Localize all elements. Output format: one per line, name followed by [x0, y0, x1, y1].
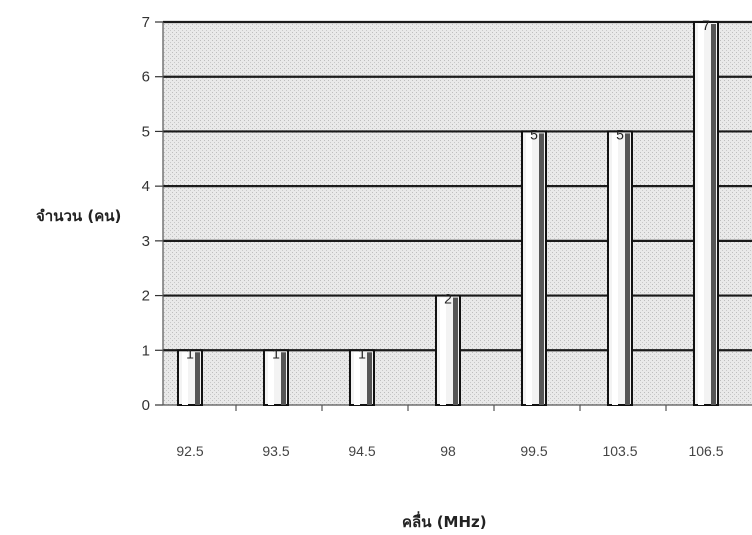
y-tick-label: 5: [142, 123, 150, 140]
y-tick-label: 2: [142, 288, 150, 305]
bar-shadow: [539, 133, 544, 405]
data-labels: 1 1 1 2 5 5 7: [186, 17, 710, 361]
y-tick-label: 4: [142, 178, 150, 195]
data-label: 7: [702, 17, 710, 33]
x-tick-labels: 92.5 93.5 94.5 98 99.5 103.5 106.5: [176, 443, 723, 459]
bar-shadow: [281, 352, 286, 405]
bar-highlight: [612, 133, 618, 405]
x-tick-label: 106.5: [688, 443, 723, 459]
bar-shadow: [625, 133, 630, 405]
y-tick-label: 6: [142, 69, 150, 86]
data-label: 2: [444, 291, 452, 307]
data-label: 1: [186, 345, 194, 361]
x-tick-label: 99.5: [520, 443, 547, 459]
bar: [349, 349, 375, 406]
data-label: 5: [530, 126, 538, 142]
bar: [607, 130, 633, 407]
bar-shadow: [711, 24, 716, 405]
bar: [177, 349, 203, 406]
bar-highlight: [268, 352, 274, 405]
x-tick-label: 92.5: [176, 443, 203, 459]
y-tick-label: 0: [142, 397, 150, 414]
y-tick-label: 1: [142, 342, 150, 359]
y-tick-labels: 0 1 2 3 4 5 6 7: [142, 14, 150, 414]
x-tick-label: 103.5: [602, 443, 637, 459]
y-tick-label: 7: [142, 14, 150, 31]
y-axis-title: จำนวน (คน): [36, 207, 121, 225]
data-label: 1: [358, 345, 366, 361]
data-label: 5: [616, 126, 624, 142]
bar: [435, 294, 461, 407]
bar-shadow: [453, 297, 458, 405]
bar-shadow: [195, 352, 200, 405]
data-label: 1: [272, 345, 280, 361]
bar: [521, 130, 547, 407]
y-tick-label: 3: [142, 233, 150, 250]
bar-highlight: [698, 24, 704, 405]
x-axis-title: คลื่น (MHz): [402, 511, 487, 531]
bar: [693, 21, 719, 406]
bar-highlight: [526, 133, 532, 405]
bar: [263, 349, 289, 406]
bar-highlight: [354, 352, 360, 405]
bars: [177, 21, 719, 407]
x-tick-label: 94.5: [348, 443, 375, 459]
x-tick-label: 93.5: [262, 443, 289, 459]
bar-shadow: [367, 352, 372, 405]
x-tick-label: 98: [440, 443, 456, 459]
bar-highlight: [440, 297, 446, 405]
bar-highlight: [182, 352, 188, 405]
